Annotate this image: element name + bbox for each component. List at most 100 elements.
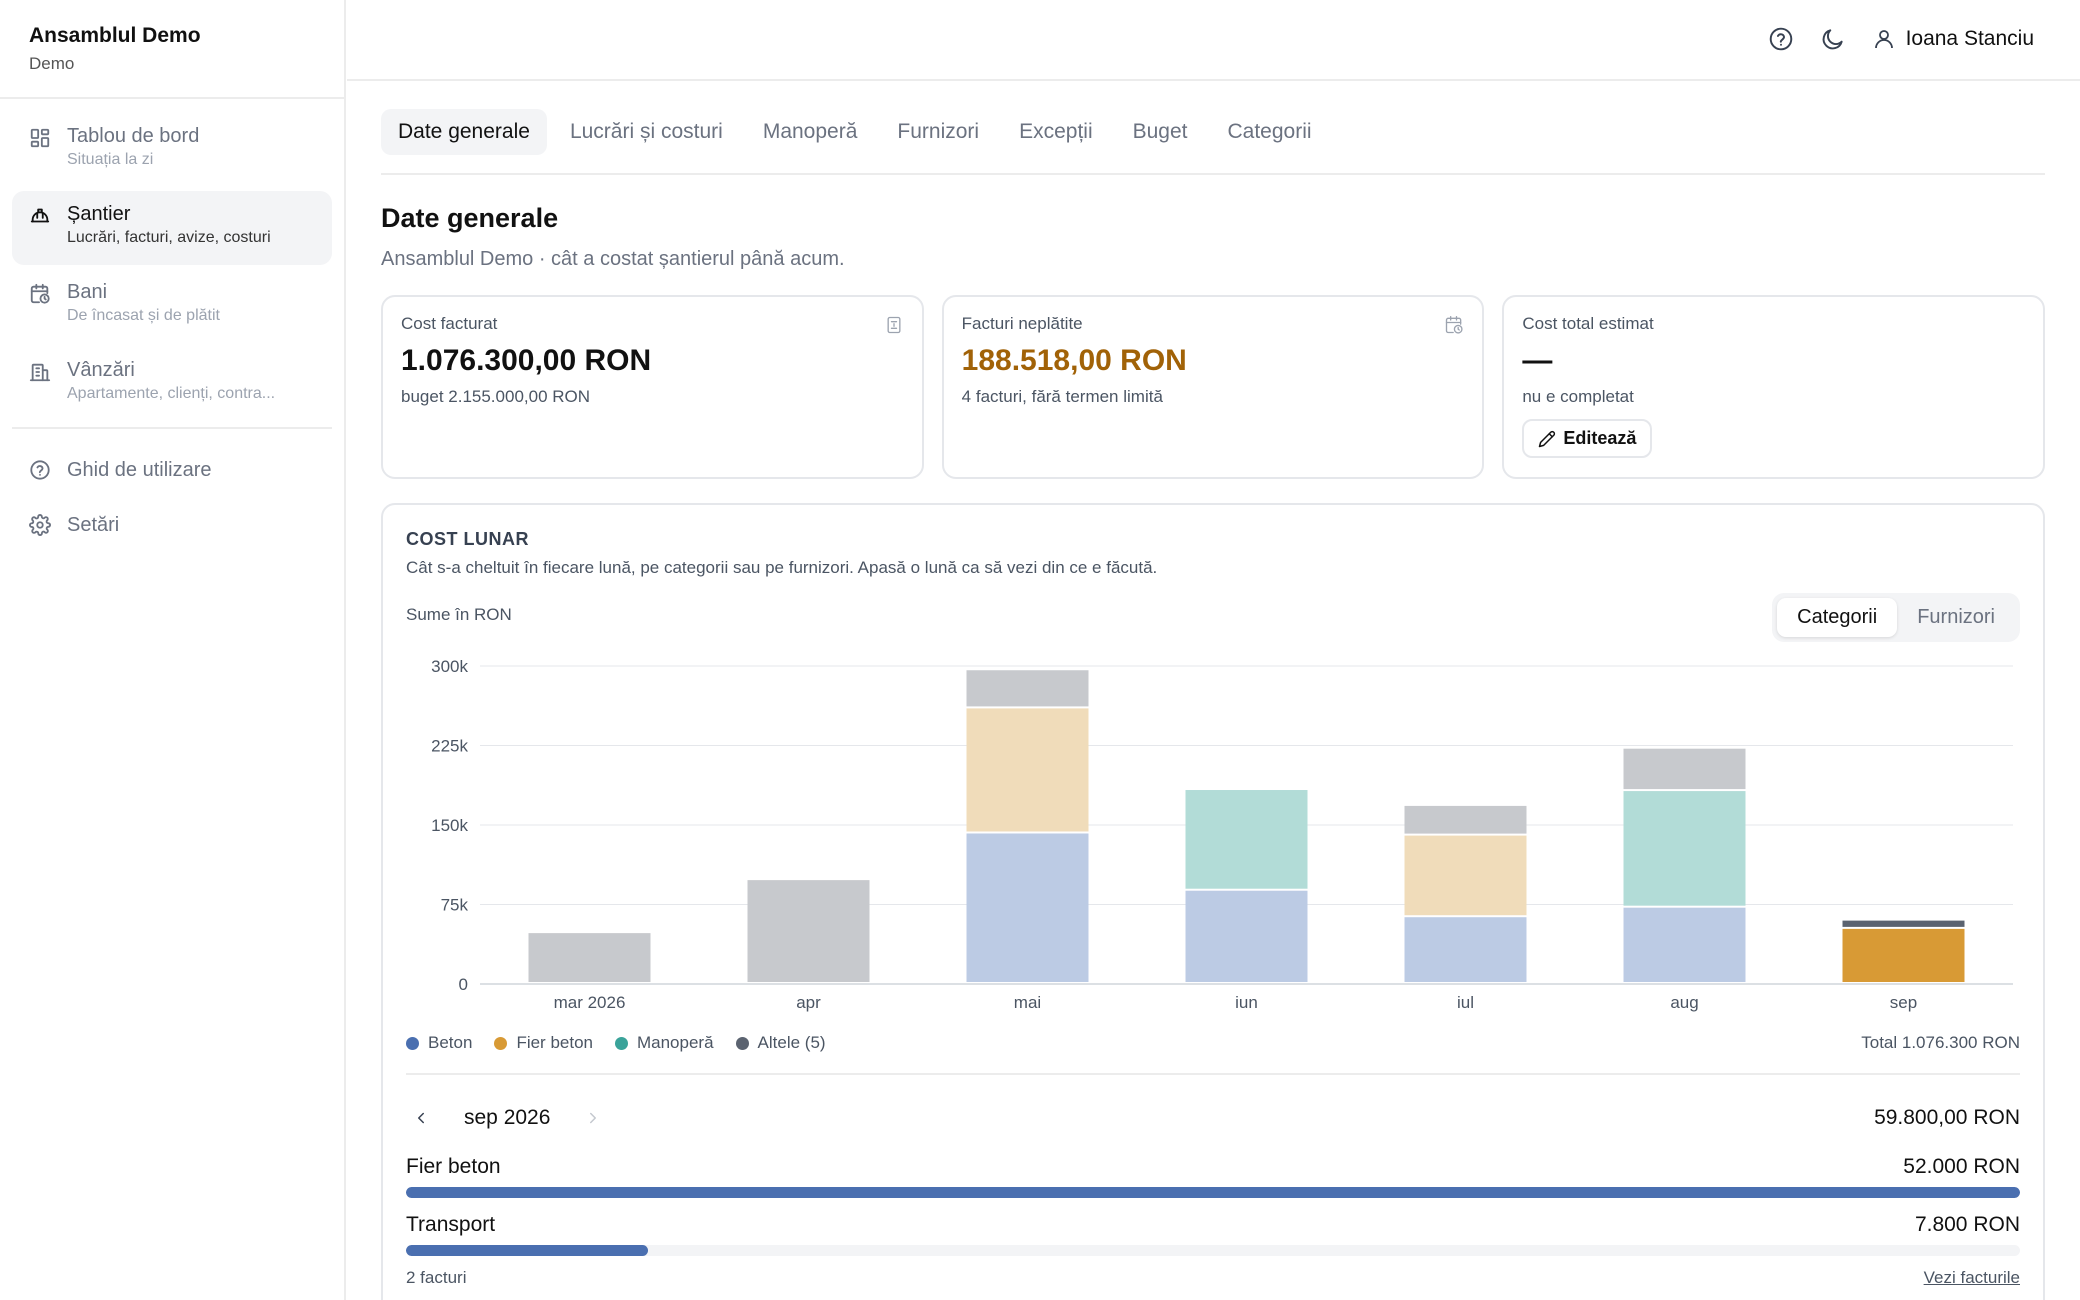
tab-manopera[interactable]: Manoperă: [762, 120, 858, 143]
monthly-cost-chart: 0 75k 150k 225k 300k mar 2026 apr mai iun iul aug s…: [431, 657, 2013, 1012]
legend-label: Beton: [428, 1033, 473, 1052]
breakdown-bar: [406, 1245, 2020, 1256]
kpi-cards: Cost facturat 1.076.300,00 RON buget 2.1…: [381, 295, 2046, 479]
kpi-note: 4 facturi, fără termen limită: [961, 387, 1163, 406]
breakdown-bar: [406, 1187, 2020, 1198]
chart-total: Total 1.076.300 RON: [1861, 1033, 2020, 1052]
breakdown-bar-fill: [406, 1187, 2020, 1198]
month-total: 59.800,00 RON: [1874, 1106, 2020, 1129]
bar-segment[interactable]: [1623, 907, 1746, 982]
legend-item: Altele (5): [735, 1033, 826, 1053]
y-tick-label: 300k: [431, 657, 468, 676]
chevron-right-icon: [590, 1112, 597, 1124]
x-tick-label: apr: [796, 993, 821, 1012]
legend-swatch: [735, 1036, 749, 1050]
breakdown-label: Fier beton: [406, 1155, 501, 1178]
sidebar-item-sub: Lucrări, facturi, avize, costuri: [67, 229, 271, 246]
project-name: Ansamblul Demo: [29, 24, 201, 47]
chevron-left-icon: [418, 1112, 424, 1124]
gear-icon: [29, 514, 51, 536]
sidebar-item-label: Setări: [67, 514, 120, 536]
tab-lucrari-costuri[interactable]: Lucrări și costuri: [569, 120, 723, 143]
sidebar-item-vanzari[interactable]: Vânzări Apartamente, clienți, contra...: [12, 347, 332, 421]
tab-buget[interactable]: Buget: [1132, 120, 1188, 143]
pencil-icon: [1539, 430, 1556, 447]
user-icon: [1874, 30, 1893, 49]
receipt-icon: [884, 315, 904, 335]
bar-segment[interactable]: [1404, 835, 1527, 916]
main-content: Date generale Lucrări și costuri Manoper…: [381, 81, 2046, 1300]
y-tick-label: 0: [459, 975, 468, 994]
calendar-clock-icon: [1444, 315, 1464, 335]
bar-segment[interactable]: [1185, 790, 1308, 889]
bar-segment[interactable]: [1404, 917, 1527, 982]
bar-segment[interactable]: [1404, 805, 1527, 834]
help-circle-icon[interactable]: [1768, 26, 1794, 52]
page-subtitle: Ansamblul Demo · cât a costat șantierul …: [381, 248, 845, 270]
prev-month-button[interactable]: [406, 1103, 436, 1133]
bar-segment[interactable]: [1623, 748, 1746, 790]
monthly-cost-panel: COST LUNAR Cât s-a cheltuit în fiecare l…: [381, 503, 2045, 1300]
bar-segment[interactable]: [1842, 920, 1965, 927]
calendar-clock-icon: [29, 283, 51, 305]
bar-segment[interactable]: [528, 933, 651, 982]
brand: Ansamblul Demo Demo: [0, 0, 344, 99]
tab-bar: Date generale Lucrări și costuri Manoper…: [381, 81, 2045, 175]
tab-exceptii[interactable]: Excepții: [1019, 120, 1093, 143]
kpi-label: Facturi neplătite: [961, 314, 1083, 333]
toggle-furnizori[interactable]: Furnizori: [1917, 606, 1995, 628]
y-tick-label: 150k: [431, 816, 468, 835]
bar-segment[interactable]: [1185, 890, 1308, 982]
sidebar-item-label: Tablou de bord: [67, 125, 200, 147]
bar-segment[interactable]: [747, 880, 870, 982]
bar-segment[interactable]: [1623, 791, 1746, 906]
bar-segment[interactable]: [966, 708, 1089, 832]
edit-button[interactable]: Editează: [1522, 419, 1653, 458]
chart-units: Sume în RON: [406, 605, 512, 624]
bar-segment[interactable]: [966, 833, 1089, 982]
group-toggle: Categorii Furnizori: [1772, 593, 2020, 642]
bar-segment[interactable]: [966, 670, 1089, 707]
tab-furnizori[interactable]: Furnizori: [897, 120, 980, 143]
panel-title: COST LUNAR: [406, 529, 529, 549]
x-tick-label: sep: [1890, 993, 1917, 1012]
sidebar-item-dashboard[interactable]: Tablou de bord Situația la zi: [12, 113, 332, 187]
legend-label: Altele (5): [757, 1033, 826, 1052]
legend-swatch: [406, 1036, 419, 1050]
selected-month: sep 2026: [464, 1106, 551, 1129]
breakdown-row: Fier beton 52.000 RON: [406, 1155, 2020, 1198]
user-menu[interactable]: Ioana Stanciu: [1872, 27, 2034, 51]
sidebar-item-bani[interactable]: Bani De încasat și de plătit: [12, 269, 332, 343]
panel-subtitle: Cât s-a cheltuit în fiecare lună, pe cat…: [406, 558, 1158, 577]
invoice-count: 2 facturi: [406, 1268, 467, 1287]
user-name: Ioana Stanciu: [1905, 27, 2034, 50]
sidebar-item-settings[interactable]: Setări: [12, 500, 332, 550]
panel-divider: [406, 1073, 2020, 1075]
sidebar-item-guide[interactable]: Ghid de utilizare: [12, 445, 332, 495]
legend-item: Fier beton: [494, 1033, 593, 1053]
month-navigator: sep 2026: [406, 1103, 608, 1133]
x-tick-label: iul: [1457, 993, 1474, 1012]
legend-swatch: [494, 1036, 508, 1050]
sidebar-item-label: Șantier: [67, 203, 131, 225]
sidebar: Ansamblul Demo Demo Tablou de bord Situa…: [0, 0, 346, 1300]
legend-swatch: [614, 1036, 628, 1050]
kpi-note: nu e completat: [1522, 387, 1634, 406]
kpi-value: 188.518,00 RON: [961, 344, 1187, 377]
view-invoices-link[interactable]: Vezi facturile: [1923, 1268, 2020, 1287]
building-icon: [29, 361, 51, 383]
sidebar-item-sub: De încasat și de plătit: [67, 307, 220, 324]
bar-segment[interactable]: [1842, 928, 1965, 982]
breakdown-footer: 2 facturi Vezi facturile: [406, 1268, 2020, 1288]
sidebar-item-sub: Situația la zi: [67, 151, 154, 168]
dashboard-icon: [29, 127, 51, 149]
next-month-button[interactable]: [578, 1103, 608, 1133]
y-tick-label: 225k: [431, 737, 468, 756]
tab-date-generale[interactable]: Date generale: [381, 109, 547, 155]
tab-categorii[interactable]: Categorii: [1227, 120, 1312, 143]
toggle-categorii[interactable]: Categorii: [1777, 598, 1898, 637]
breakdown-row: Transport 7.800 RON: [406, 1213, 2020, 1256]
sidebar-item-santier[interactable]: Șantier Lucrări, facturi, avize, costuri: [12, 191, 332, 265]
legend-item: Manoperă: [614, 1033, 714, 1053]
moon-icon[interactable]: [1820, 26, 1846, 52]
